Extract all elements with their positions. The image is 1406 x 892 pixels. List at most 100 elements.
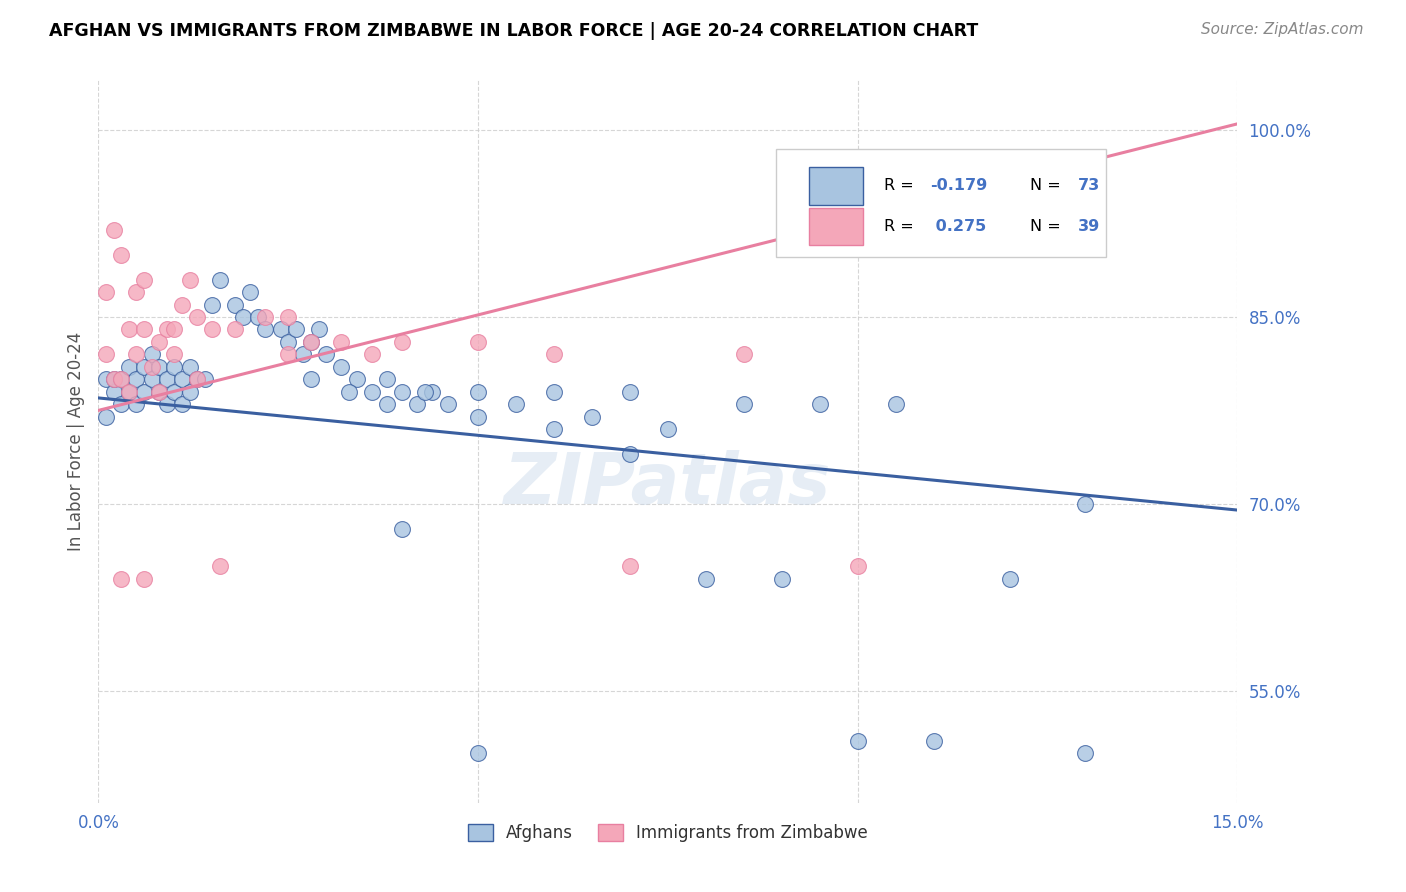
Point [141,347,163,361]
Point [208,559,231,574]
Point [391,334,413,349]
Point [170,397,193,411]
Point [808,397,831,411]
FancyBboxPatch shape [808,208,863,245]
Point [337,384,360,399]
Point [299,334,322,349]
Point [277,310,299,324]
Point [170,297,193,311]
Point [998,572,1021,586]
Point [163,359,186,374]
Point [695,572,717,586]
Point [733,347,755,361]
Point [436,397,458,411]
Text: R =: R = [884,178,920,194]
Point [141,372,163,386]
Y-axis label: In Labor Force | Age 20-24: In Labor Force | Age 20-24 [66,332,84,551]
Point [201,322,224,336]
Point [148,384,170,399]
Point [179,384,201,399]
Point [179,359,201,374]
Point [94,409,117,424]
Point [103,384,125,399]
Point [179,272,201,286]
Text: N =: N = [1031,219,1066,234]
Point [619,447,641,461]
Point [467,334,489,349]
Point [118,359,141,374]
Text: N =: N = [1031,178,1066,194]
Point [94,285,117,299]
Point [375,372,398,386]
Point [413,384,436,399]
Point [277,334,299,349]
Point [103,223,125,237]
Point [156,397,179,411]
Point [110,397,132,411]
Point [733,397,755,411]
Point [170,372,193,386]
Point [186,372,208,386]
Point [292,347,315,361]
Text: -0.179: -0.179 [929,178,987,194]
Point [308,322,330,336]
Point [330,359,353,374]
Point [224,297,246,311]
Point [505,397,527,411]
Text: 39: 39 [1078,219,1099,234]
Point [239,285,262,299]
Point [543,422,565,436]
Point [132,272,155,286]
Point [94,372,117,386]
Text: Source: ZipAtlas.com: Source: ZipAtlas.com [1201,22,1364,37]
Point [110,372,132,386]
Text: R =: R = [884,219,920,234]
Point [346,372,368,386]
FancyBboxPatch shape [776,149,1107,257]
Point [422,384,444,399]
Point [125,285,148,299]
Point [103,372,125,386]
Point [132,359,155,374]
Point [391,522,413,536]
Text: 73: 73 [1078,178,1099,194]
Point [194,372,217,386]
Point [125,372,148,386]
Point [163,384,186,399]
Text: AFGHAN VS IMMIGRANTS FROM ZIMBABWE IN LABOR FORCE | AGE 20-24 CORRELATION CHART: AFGHAN VS IMMIGRANTS FROM ZIMBABWE IN LA… [49,22,979,40]
Point [246,310,269,324]
Point [770,572,793,586]
Point [125,347,148,361]
Point [846,733,869,747]
Point [118,384,141,399]
Point [186,310,208,324]
FancyBboxPatch shape [808,167,863,204]
Point [148,359,170,374]
Point [922,733,945,747]
Point [657,422,679,436]
Point [467,746,489,760]
Point [148,384,170,399]
Point [141,359,163,374]
Point [1074,746,1097,760]
Point [224,322,246,336]
Point [163,347,186,361]
Point [110,572,132,586]
Point [232,310,254,324]
Point [543,347,565,361]
Point [186,372,208,386]
Point [270,322,292,336]
Point [467,384,489,399]
Point [208,272,231,286]
Point [254,310,277,324]
Point [315,347,337,361]
Point [125,397,148,411]
Point [110,248,132,262]
Point [163,322,186,336]
Point [156,372,179,386]
Point [132,384,155,399]
Point [277,347,299,361]
Text: ZIPatlas: ZIPatlas [505,450,831,519]
Point [375,397,398,411]
Point [110,372,132,386]
